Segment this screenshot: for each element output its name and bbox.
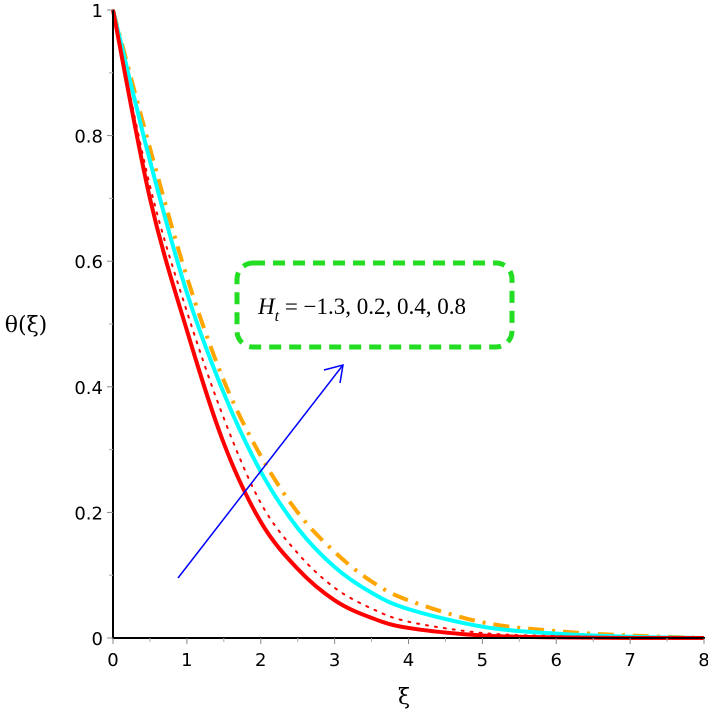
x-tick-label: 1 (181, 650, 192, 671)
series-layer (111, 9, 705, 641)
annotation-box: Ht = −1.3, 0.2, 0.4, 0.8 (234, 260, 515, 350)
ticks: 0 1 2 3 4 5 6 7 8 0 0.2 0.4 0.6 0.8 1 (74, 1, 708, 671)
x-tick-label: 4 (403, 650, 414, 671)
annotation-values: = −1.3, 0.2, 0.4, 0.8 (279, 294, 466, 319)
x-axis-label: ξ (398, 685, 410, 710)
x-tick-label: 2 (255, 650, 266, 671)
y-tick-label: 1 (92, 1, 103, 22)
direction-arrow (177, 363, 344, 579)
y-tick-label: 0.6 (74, 252, 103, 273)
x-tick-label: 3 (329, 650, 340, 671)
annotation-h: H (257, 294, 276, 319)
series-line-2 (111, 9, 705, 640)
x-tick-label: 7 (624, 650, 635, 671)
x-tick-label: 8 (698, 650, 708, 671)
y-tick-label: 0.2 (74, 503, 103, 524)
x-tick-label: 6 (551, 650, 562, 671)
x-tick-label: 0 (107, 650, 118, 671)
series-line-3 (111, 9, 705, 640)
y-tick-label: 0 (92, 629, 103, 650)
annotation-sub: t (275, 308, 280, 325)
y-axis-label: θ(ξ) (5, 313, 48, 338)
y-tick-label: 0.4 (74, 378, 103, 399)
x-tick-label: 5 (477, 650, 488, 671)
series-line-1 (112, 9, 705, 639)
y-tick-label: 0.8 (74, 127, 103, 148)
svg-text:Ht = −1.3, 0.2, 0.4, 0.8: Ht = −1.3, 0.2, 0.4, 0.8 (257, 294, 466, 325)
